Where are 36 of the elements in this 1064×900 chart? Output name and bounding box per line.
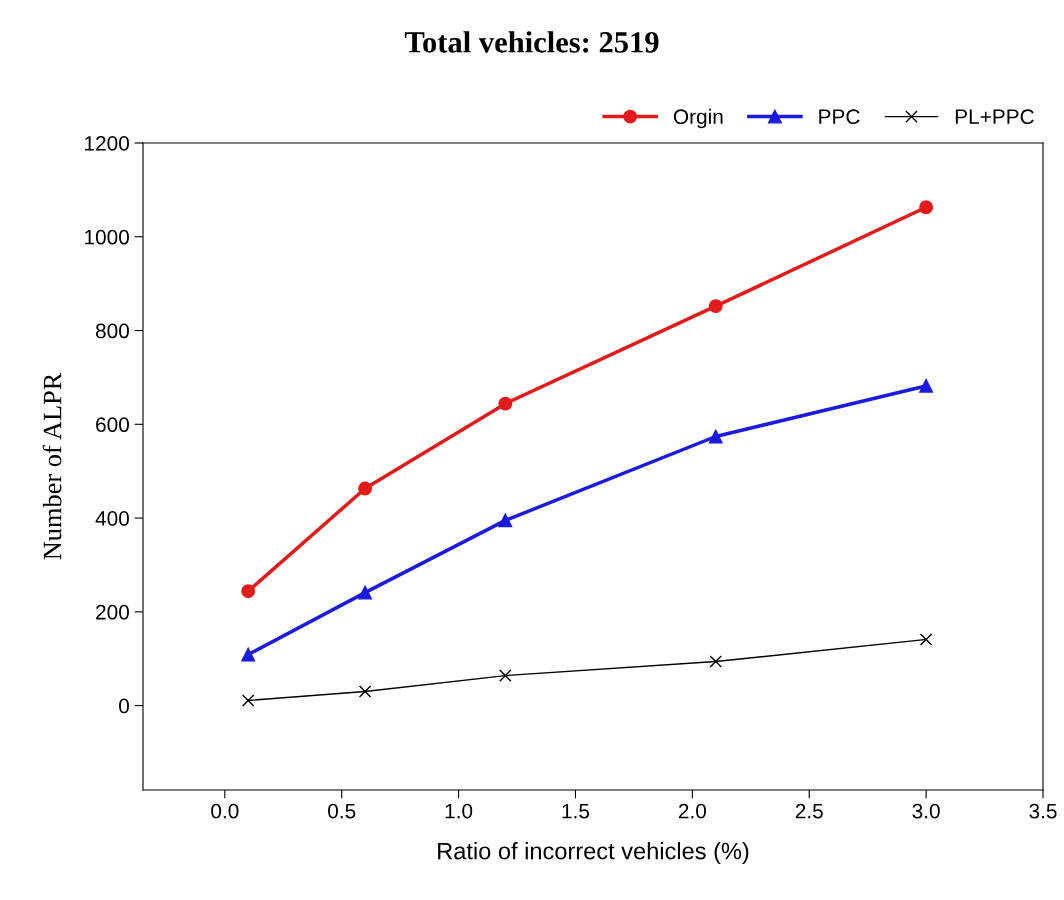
chart-title: Total vehicles: 2519 — [404, 31, 659, 53]
x-axis-title: Ratio of incorrect vehicles (%) — [438, 842, 749, 865]
point — [919, 378, 934, 393]
legend-label: PL+PPC — [955, 109, 1034, 125]
x-tick-label: 0.0 — [211, 803, 239, 819]
x-tick-label: 0.5 — [328, 803, 356, 819]
point — [358, 481, 373, 496]
y-axis-title: Number of ALPR — [42, 372, 62, 560]
point — [499, 669, 512, 682]
x-tick-label: 3.5 — [1029, 803, 1057, 819]
legend-label: Orgin — [673, 108, 723, 129]
point — [498, 396, 513, 411]
point — [241, 647, 256, 662]
point — [709, 655, 722, 668]
y-tick-label: 600 — [96, 417, 129, 433]
x-tick-label: 1.0 — [445, 803, 473, 819]
point — [708, 299, 723, 314]
point — [919, 200, 934, 215]
point — [358, 685, 372, 698]
point — [241, 694, 255, 707]
y-tick-label: 400 — [95, 511, 129, 526]
point — [708, 429, 723, 444]
point — [358, 585, 373, 600]
point — [241, 584, 256, 599]
x-tick-label: 1.5 — [562, 803, 590, 819]
y-tick-label: 0 — [119, 698, 129, 714]
x-tick-label: 2.5 — [795, 803, 823, 819]
y-tick-label: 800 — [95, 323, 129, 339]
x-tick-label: 3.0 — [912, 803, 940, 819]
point — [498, 513, 513, 528]
point — [919, 633, 933, 646]
y-tick-label: 1000 — [85, 229, 129, 245]
y-tick-label: 200 — [96, 604, 129, 620]
legend-label: PPC — [819, 109, 860, 125]
x-tick-label: 2.0 — [678, 803, 707, 819]
y-tick-label: 1200 — [85, 136, 129, 151]
